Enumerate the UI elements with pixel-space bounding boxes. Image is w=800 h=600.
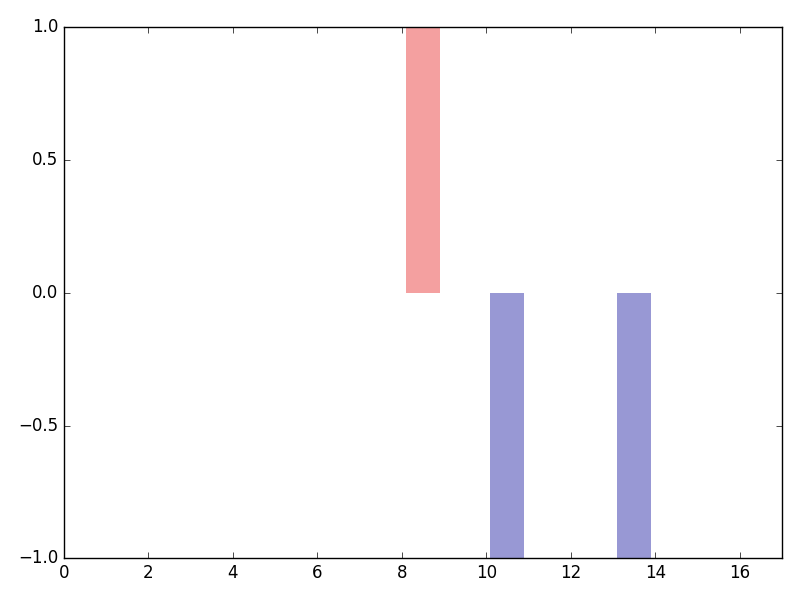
Bar (406, 27, 440, 293)
Bar (618, 293, 651, 559)
Bar (490, 293, 524, 559)
